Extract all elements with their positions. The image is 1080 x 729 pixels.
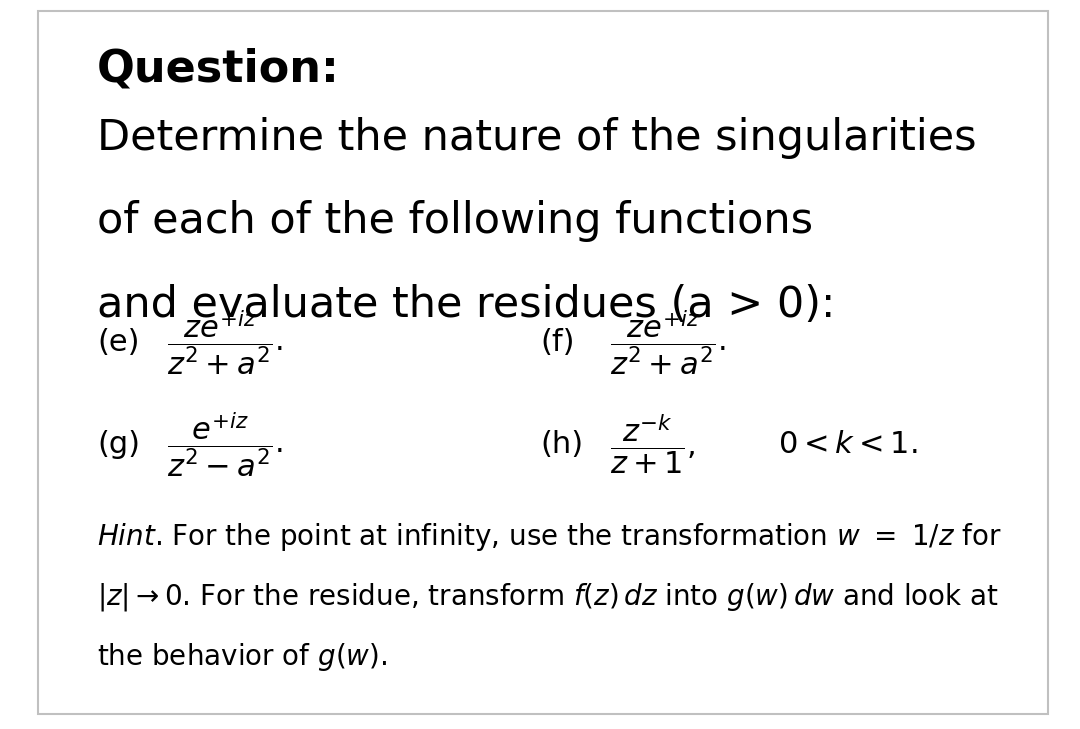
Text: Question:: Question:: [97, 47, 340, 90]
Text: $\dfrac{z^{-k}}{z+1}$,: $\dfrac{z^{-k}}{z+1}$,: [610, 413, 696, 477]
Text: $\dfrac{ze^{+iz}}{z^2 + a^2}$.: $\dfrac{ze^{+iz}}{z^2 + a^2}$.: [167, 308, 283, 377]
Text: (h): (h): [540, 430, 583, 459]
Text: (f): (f): [540, 328, 575, 357]
Text: $\dfrac{ze^{+iz}}{z^2 + a^2}$.: $\dfrac{ze^{+iz}}{z^2 + a^2}$.: [610, 308, 726, 377]
Text: and evaluate the residues (a > 0):: and evaluate the residues (a > 0):: [97, 284, 836, 327]
Text: $0 < k < 1.$: $0 < k < 1.$: [778, 430, 917, 459]
Text: $|z| \to 0$. For the residue, transform $f(z)\,dz$ into $g(w)\,dw$ and look at: $|z| \to 0$. For the residue, transform …: [97, 581, 999, 613]
Text: Determine the nature of the singularities: Determine the nature of the singularitie…: [97, 117, 976, 159]
Text: (e): (e): [97, 328, 139, 357]
Text: of each of the following functions: of each of the following functions: [97, 200, 813, 243]
Text: $\dfrac{e^{+iz}}{z^2 - a^2}$.: $\dfrac{e^{+iz}}{z^2 - a^2}$.: [167, 410, 283, 479]
FancyBboxPatch shape: [38, 11, 1048, 714]
Text: (g): (g): [97, 430, 140, 459]
Text: $\mathit{Hint}$. For the point at infinity, use the transformation $w\ =\ 1/z$ f: $\mathit{Hint}$. For the point at infini…: [97, 521, 1002, 553]
Text: the behavior of $g(w)$.: the behavior of $g(w)$.: [97, 641, 388, 673]
